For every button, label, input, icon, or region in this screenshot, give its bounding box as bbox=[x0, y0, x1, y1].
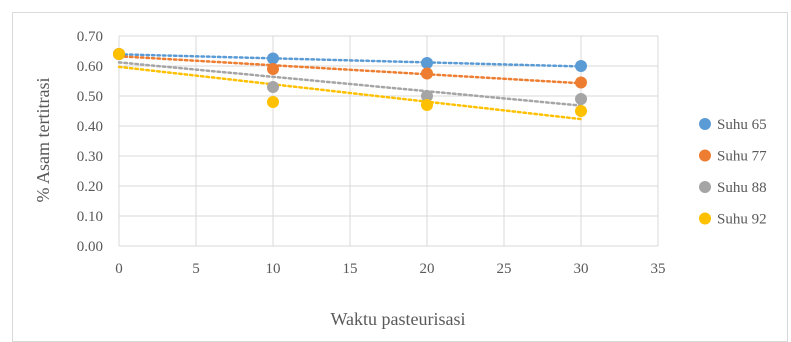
x-tick-label: 5 bbox=[192, 261, 200, 277]
data-point bbox=[267, 81, 279, 93]
y-tick-label: 0.40 bbox=[77, 119, 103, 135]
y-tick-labels: 0.00 0.10 0.20 0.30 0.40 0.50 0.60 0.70 bbox=[77, 29, 103, 255]
legend-label: Suhu 65 bbox=[717, 117, 767, 133]
data-point bbox=[575, 60, 587, 72]
data-point bbox=[575, 105, 587, 117]
x-tick-label: 20 bbox=[420, 261, 435, 277]
y-tick-label: 0.10 bbox=[77, 209, 103, 225]
data-point bbox=[421, 90, 433, 102]
y-tick-label: 0.00 bbox=[77, 239, 103, 255]
chart-frame bbox=[12, 12, 788, 342]
y-axis-title: % Asam tertitrasi bbox=[33, 78, 53, 203]
legend-label: Suhu 92 bbox=[717, 212, 767, 228]
trendlines bbox=[117, 53, 583, 121]
legend-marker bbox=[699, 181, 711, 193]
legend-marker bbox=[699, 118, 711, 130]
legend-marker bbox=[699, 212, 711, 225]
y-tick-label: 0.20 bbox=[77, 179, 103, 195]
data-point bbox=[575, 76, 587, 89]
x-tick-label: 10 bbox=[266, 261, 281, 277]
y-tick-label: 0.50 bbox=[77, 89, 103, 105]
legend-label: Suhu 77 bbox=[717, 149, 767, 165]
y-tick-label: 0.70 bbox=[77, 29, 103, 45]
x-tick-label: 15 bbox=[343, 261, 358, 277]
data-point bbox=[575, 93, 587, 105]
data-points bbox=[113, 48, 587, 117]
x-axis-title: Waktu pasteurisasi bbox=[330, 309, 465, 329]
trendline bbox=[117, 61, 583, 107]
trendline bbox=[117, 53, 583, 68]
data-point bbox=[267, 63, 279, 75]
data-point bbox=[421, 57, 433, 69]
x-tick-label: 25 bbox=[497, 261, 512, 277]
y-tick-label: 0.30 bbox=[77, 149, 103, 165]
data-point bbox=[113, 48, 125, 60]
x-tick-label: 0 bbox=[115, 261, 123, 277]
x-tick-label: 30 bbox=[574, 261, 589, 277]
chart-svg: 0 5 10 15 20 25 30 35 0.000.100.200.300.400.500… bbox=[33, 29, 767, 329]
legend: Suhu 65 Suhu 77 Suhu 88 Suhu 92 bbox=[699, 117, 767, 228]
y-tick-label: 0.60 bbox=[77, 59, 103, 75]
legend-marker bbox=[699, 149, 711, 162]
trendline bbox=[117, 55, 583, 85]
trendline bbox=[117, 65, 583, 121]
x-tick-labels: 0 5 10 15 20 25 30 35 bbox=[115, 261, 665, 277]
data-point bbox=[421, 99, 433, 111]
data-point bbox=[421, 67, 433, 80]
grid-lines bbox=[118, 35, 659, 247]
legend-label: Suhu 88 bbox=[717, 180, 767, 196]
data-point bbox=[267, 52, 279, 65]
x-tick-label: 35 bbox=[651, 261, 666, 277]
data-point bbox=[267, 96, 279, 108]
